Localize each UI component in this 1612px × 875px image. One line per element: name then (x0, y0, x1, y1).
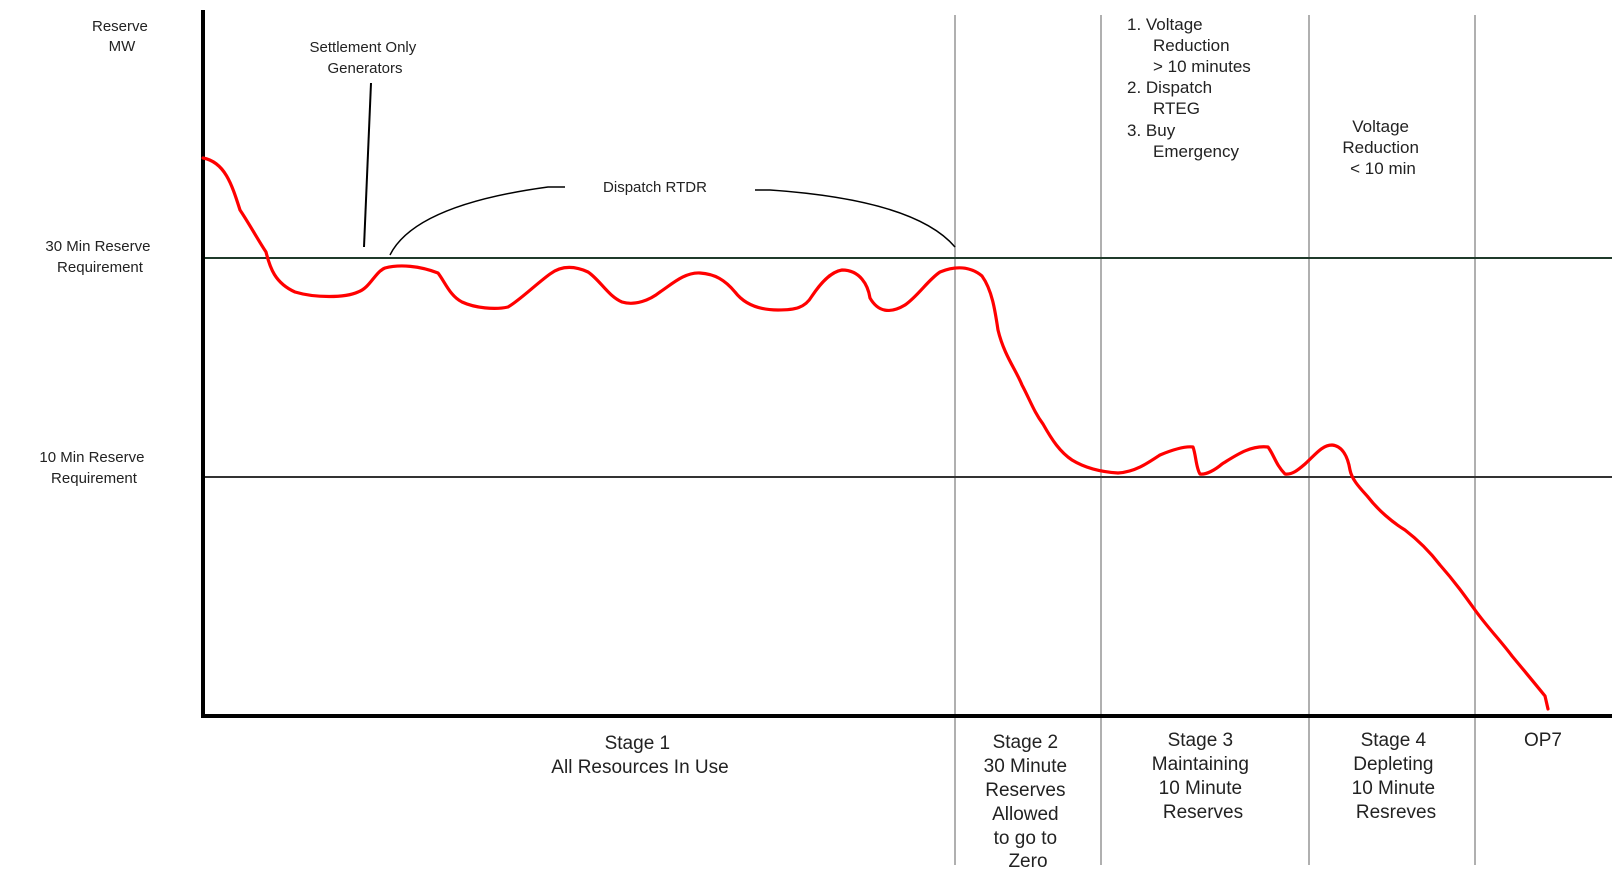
ten-min-requirement-label: 10 Min Reserve Requirement (39, 449, 148, 487)
stage4-label: Stage 4 Depleting 10 Minute Resreves (1352, 730, 1441, 823)
dispatch-rtdr-label: Dispatch RTDR (603, 179, 707, 196)
settlement-pointer (363, 82, 372, 248)
dispatch-rtdr-arc (389, 186, 956, 256)
thirty-min-requirement-label: 30 Min Reserve Requirement (45, 238, 154, 276)
settlement-annotation: Settlement Only Generators (310, 39, 421, 77)
reserve-curve (201, 156, 1550, 711)
y-axis-label: Reserve MW (92, 18, 152, 55)
stage2-label: Stage 2 30 Minute Reserves Allowed to go… (984, 732, 1073, 872)
stage4-action: Voltage Reduction < 10 min (1342, 117, 1423, 178)
stage3-label: Stage 3 Maintaining 10 Minute Reserves (1152, 730, 1254, 823)
stage1-label: Stage 1 All Resources In Use (551, 733, 728, 778)
op7-label: OP7 (1524, 730, 1562, 751)
stage3-actions: 1. Voltage Reduction > 10 minutes 2. Dis… (1127, 15, 1256, 161)
